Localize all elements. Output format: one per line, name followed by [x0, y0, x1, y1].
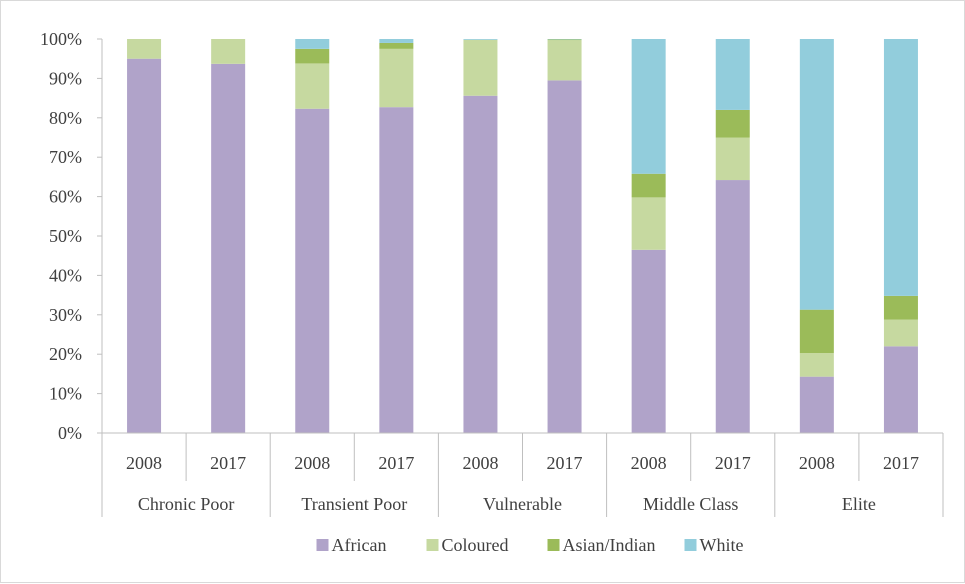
bar-segment-african — [884, 346, 918, 433]
x-tick-label: 2008 — [799, 453, 835, 473]
legend-label: African — [332, 535, 387, 555]
x-tick-label: 2008 — [294, 453, 330, 473]
legend-item: African — [317, 535, 387, 555]
bar-segment-white — [632, 39, 666, 174]
x-tick-label: 2017 — [378, 453, 414, 473]
bar-segment-asian-indian — [548, 39, 582, 40]
bar-segment-coloured — [463, 40, 497, 96]
bar-segment-white — [295, 39, 329, 49]
bar-segment-asian-indian — [716, 110, 750, 138]
bar-segment-african — [211, 64, 245, 433]
bar-segment-coloured — [295, 63, 329, 108]
bar-segment-coloured — [211, 39, 245, 64]
y-tick-label: 10% — [49, 384, 82, 404]
bar-segment-coloured — [716, 138, 750, 181]
group-label: Elite — [842, 494, 876, 514]
x-tick-label: 2008 — [462, 453, 498, 473]
x-tick-label: 2017 — [883, 453, 919, 473]
bar-segment-white — [379, 39, 413, 43]
bar-segment-african — [127, 59, 161, 433]
y-tick-label: 60% — [49, 187, 82, 207]
y-tick-label: 20% — [49, 344, 82, 364]
bar-segment-african — [463, 96, 497, 433]
bar-segment-coloured — [548, 40, 582, 80]
bar-segment-african — [548, 80, 582, 433]
bar-segment-african — [716, 180, 750, 433]
bar-segment-african — [632, 250, 666, 433]
bar-segment-white — [716, 39, 750, 110]
x-tick-label: 2008 — [126, 453, 162, 473]
x-tick-label: 2017 — [547, 453, 583, 473]
y-tick-label: 40% — [49, 265, 82, 285]
bar-segment-asian-indian — [379, 43, 413, 49]
group-label: Middle Class — [643, 494, 739, 514]
bar-segment-white — [800, 39, 834, 310]
y-tick-label: 100% — [40, 29, 82, 49]
legend-item: White — [685, 535, 744, 555]
x-tick-label: 2008 — [631, 453, 667, 473]
y-tick-label: 50% — [49, 226, 82, 246]
bar-segment-coloured — [127, 39, 161, 59]
legend-item: Coloured — [427, 535, 509, 555]
bar-segment-african — [379, 107, 413, 433]
legend-swatch — [427, 539, 439, 551]
legend-label: Asian/Indian — [563, 535, 656, 555]
bar-segment-coloured — [379, 49, 413, 107]
group-label: Vulnerable — [483, 494, 562, 514]
legend-label: White — [700, 535, 744, 555]
bar-segment-coloured — [800, 353, 834, 377]
bar-segment-coloured — [884, 320, 918, 347]
group-label: Transient Poor — [301, 494, 407, 514]
bar-segment-white — [884, 39, 918, 296]
legend-label: Coloured — [442, 535, 509, 555]
y-tick-label: 70% — [49, 147, 82, 167]
bar-segment-coloured — [632, 197, 666, 249]
bar-segment-white — [463, 39, 497, 40]
legend-swatch — [317, 539, 329, 551]
x-tick-label: 2017 — [715, 453, 751, 473]
y-tick-label: 30% — [49, 305, 82, 325]
x-tick-label: 2017 — [210, 453, 246, 473]
y-tick-label: 0% — [58, 423, 82, 443]
bar-segment-african — [295, 109, 329, 433]
legend-swatch — [685, 539, 697, 551]
bar-segment-asian-indian — [800, 310, 834, 353]
bar-segment-african — [800, 377, 834, 433]
group-label: Chronic Poor — [138, 494, 235, 514]
bar-segment-asian-indian — [295, 49, 329, 64]
legend-swatch — [548, 539, 560, 551]
bar-segment-asian-indian — [884, 296, 918, 320]
legend-item: Asian/Indian — [548, 535, 656, 555]
y-tick-label: 90% — [49, 68, 82, 88]
y-tick-label: 80% — [49, 108, 82, 128]
bar-segment-asian-indian — [632, 174, 666, 198]
